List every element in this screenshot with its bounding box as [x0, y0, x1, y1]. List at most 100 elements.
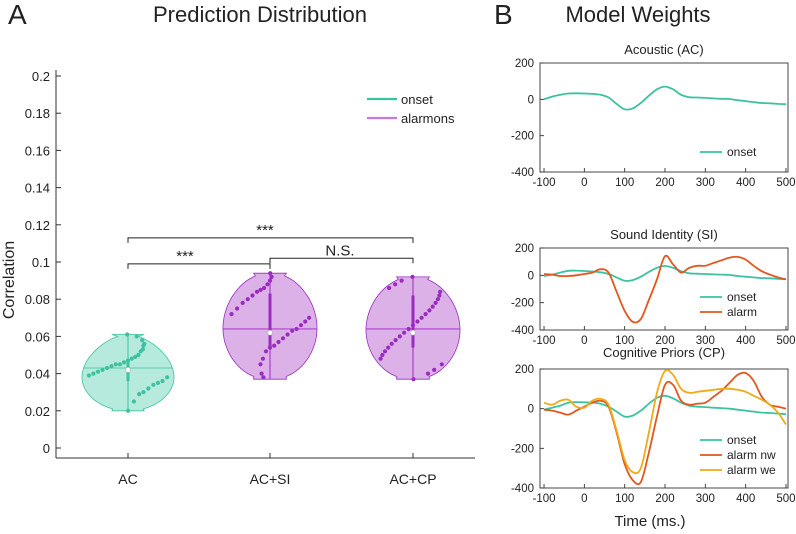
series-line-onset	[543, 265, 787, 282]
data-point	[95, 369, 101, 374]
data-point	[136, 352, 141, 358]
series-line-onset	[543, 394, 787, 418]
data-point	[265, 282, 270, 287]
data-point	[113, 362, 118, 367]
data-point	[121, 360, 127, 365]
data-point	[165, 375, 170, 380]
subplot-frame	[539, 62, 789, 173]
x-tick-label: 300	[696, 335, 715, 347]
data-point	[378, 356, 383, 361]
data-point	[117, 362, 122, 367]
panel-b-xlabel: Time (ms.)	[614, 513, 685, 530]
data-point	[423, 312, 428, 317]
x-tick-label: -100	[533, 177, 556, 189]
subplot-title: Sound Identity (SI)	[610, 227, 718, 242]
y-tick-label: 0.1	[32, 255, 50, 270]
violin-median-dot	[125, 367, 131, 373]
y-tick-label: 0.04	[25, 367, 50, 382]
x-tick-label: -100	[533, 493, 556, 505]
legend-label: alarm	[727, 305, 757, 319]
legend-label: onset	[401, 92, 433, 107]
data-point	[290, 328, 295, 333]
data-point	[140, 338, 145, 343]
x-tick-label: 200	[655, 335, 674, 347]
data-point	[146, 386, 151, 391]
panel-b-letter: B	[494, 0, 513, 30]
data-point	[141, 343, 146, 348]
y-tick-label: -200	[511, 298, 534, 310]
x-tick-label: -100	[533, 335, 556, 347]
y-tick-label: 0	[528, 270, 534, 282]
significance-bracket	[269, 257, 414, 264]
line-subplot-3: Cognitive Priors (CP) 200 0 -200 -400-100 0 10…	[511, 345, 796, 505]
data-point	[389, 341, 394, 346]
data-point	[126, 408, 131, 413]
data-point	[307, 315, 312, 320]
series-line-alarm	[543, 254, 787, 324]
data-point	[250, 293, 255, 298]
legend-label: onset	[727, 145, 757, 159]
y-tick-label: 0.08	[25, 292, 50, 307]
x-tick-label: 200	[655, 493, 674, 505]
data-point	[267, 278, 273, 283]
data-point	[131, 399, 136, 404]
data-point	[229, 312, 234, 317]
subplot-title: Cognitive Priors (CP)	[603, 345, 725, 360]
violin-median-dot	[267, 329, 273, 336]
y-tick-label: 0.2	[32, 69, 50, 84]
data-point	[435, 297, 440, 302]
data-point	[406, 326, 411, 332]
panel-b-title: Model Weights	[565, 2, 710, 27]
data-point	[86, 373, 91, 378]
legend-label: onset	[727, 433, 757, 447]
data-point	[410, 323, 416, 328]
x-tick-label: AC+CP	[389, 471, 436, 487]
panel-a-letter: A	[8, 0, 27, 30]
data-point	[402, 330, 407, 335]
data-point	[258, 287, 263, 292]
data-point	[433, 300, 438, 305]
data-point	[415, 319, 420, 324]
y-tick-label: 200	[515, 243, 534, 255]
legend-label: alarmons	[401, 111, 455, 126]
data-point	[272, 343, 277, 348]
data-point	[399, 278, 404, 283]
data-point	[91, 371, 96, 376]
data-point	[125, 332, 130, 337]
series-line-alarm-nw	[543, 371, 787, 486]
data-point	[427, 308, 432, 313]
x-tick-label: 0	[581, 177, 587, 189]
significance-bracket	[127, 263, 271, 269]
series-line-onset	[543, 85, 787, 111]
data-point	[380, 352, 385, 358]
x-tick-label: AC	[118, 471, 137, 487]
data-point	[240, 300, 245, 305]
y-tick-label: -400	[511, 483, 534, 495]
data-point	[386, 345, 391, 350]
data-point	[254, 289, 260, 294]
data-point	[393, 282, 398, 287]
data-point	[397, 334, 402, 339]
data-point	[141, 390, 146, 395]
data-point	[155, 380, 161, 385]
x-tick-label: 100	[615, 177, 634, 189]
data-point	[303, 319, 308, 324]
x-tick-label: 300	[696, 493, 715, 505]
data-point	[430, 304, 435, 309]
data-point	[104, 365, 110, 371]
data-point	[133, 354, 138, 359]
data-point	[432, 367, 437, 372]
data-point	[439, 362, 444, 367]
y-tick-label: 0	[43, 441, 50, 456]
y-tick-label: 0.12	[25, 218, 50, 233]
significance-bracket	[127, 237, 414, 243]
data-point	[411, 377, 416, 382]
data-point	[261, 375, 266, 380]
y-tick-label: 200	[515, 58, 534, 70]
panel-a-violin-chart: 0.2 0.18 0.16 0.14 0.12 0.1 0.08 0.06 0.04 0.02 0 A…	[25, 69, 475, 487]
data-point	[298, 323, 304, 328]
x-tick-label: 400	[736, 335, 755, 347]
data-point	[137, 392, 142, 397]
